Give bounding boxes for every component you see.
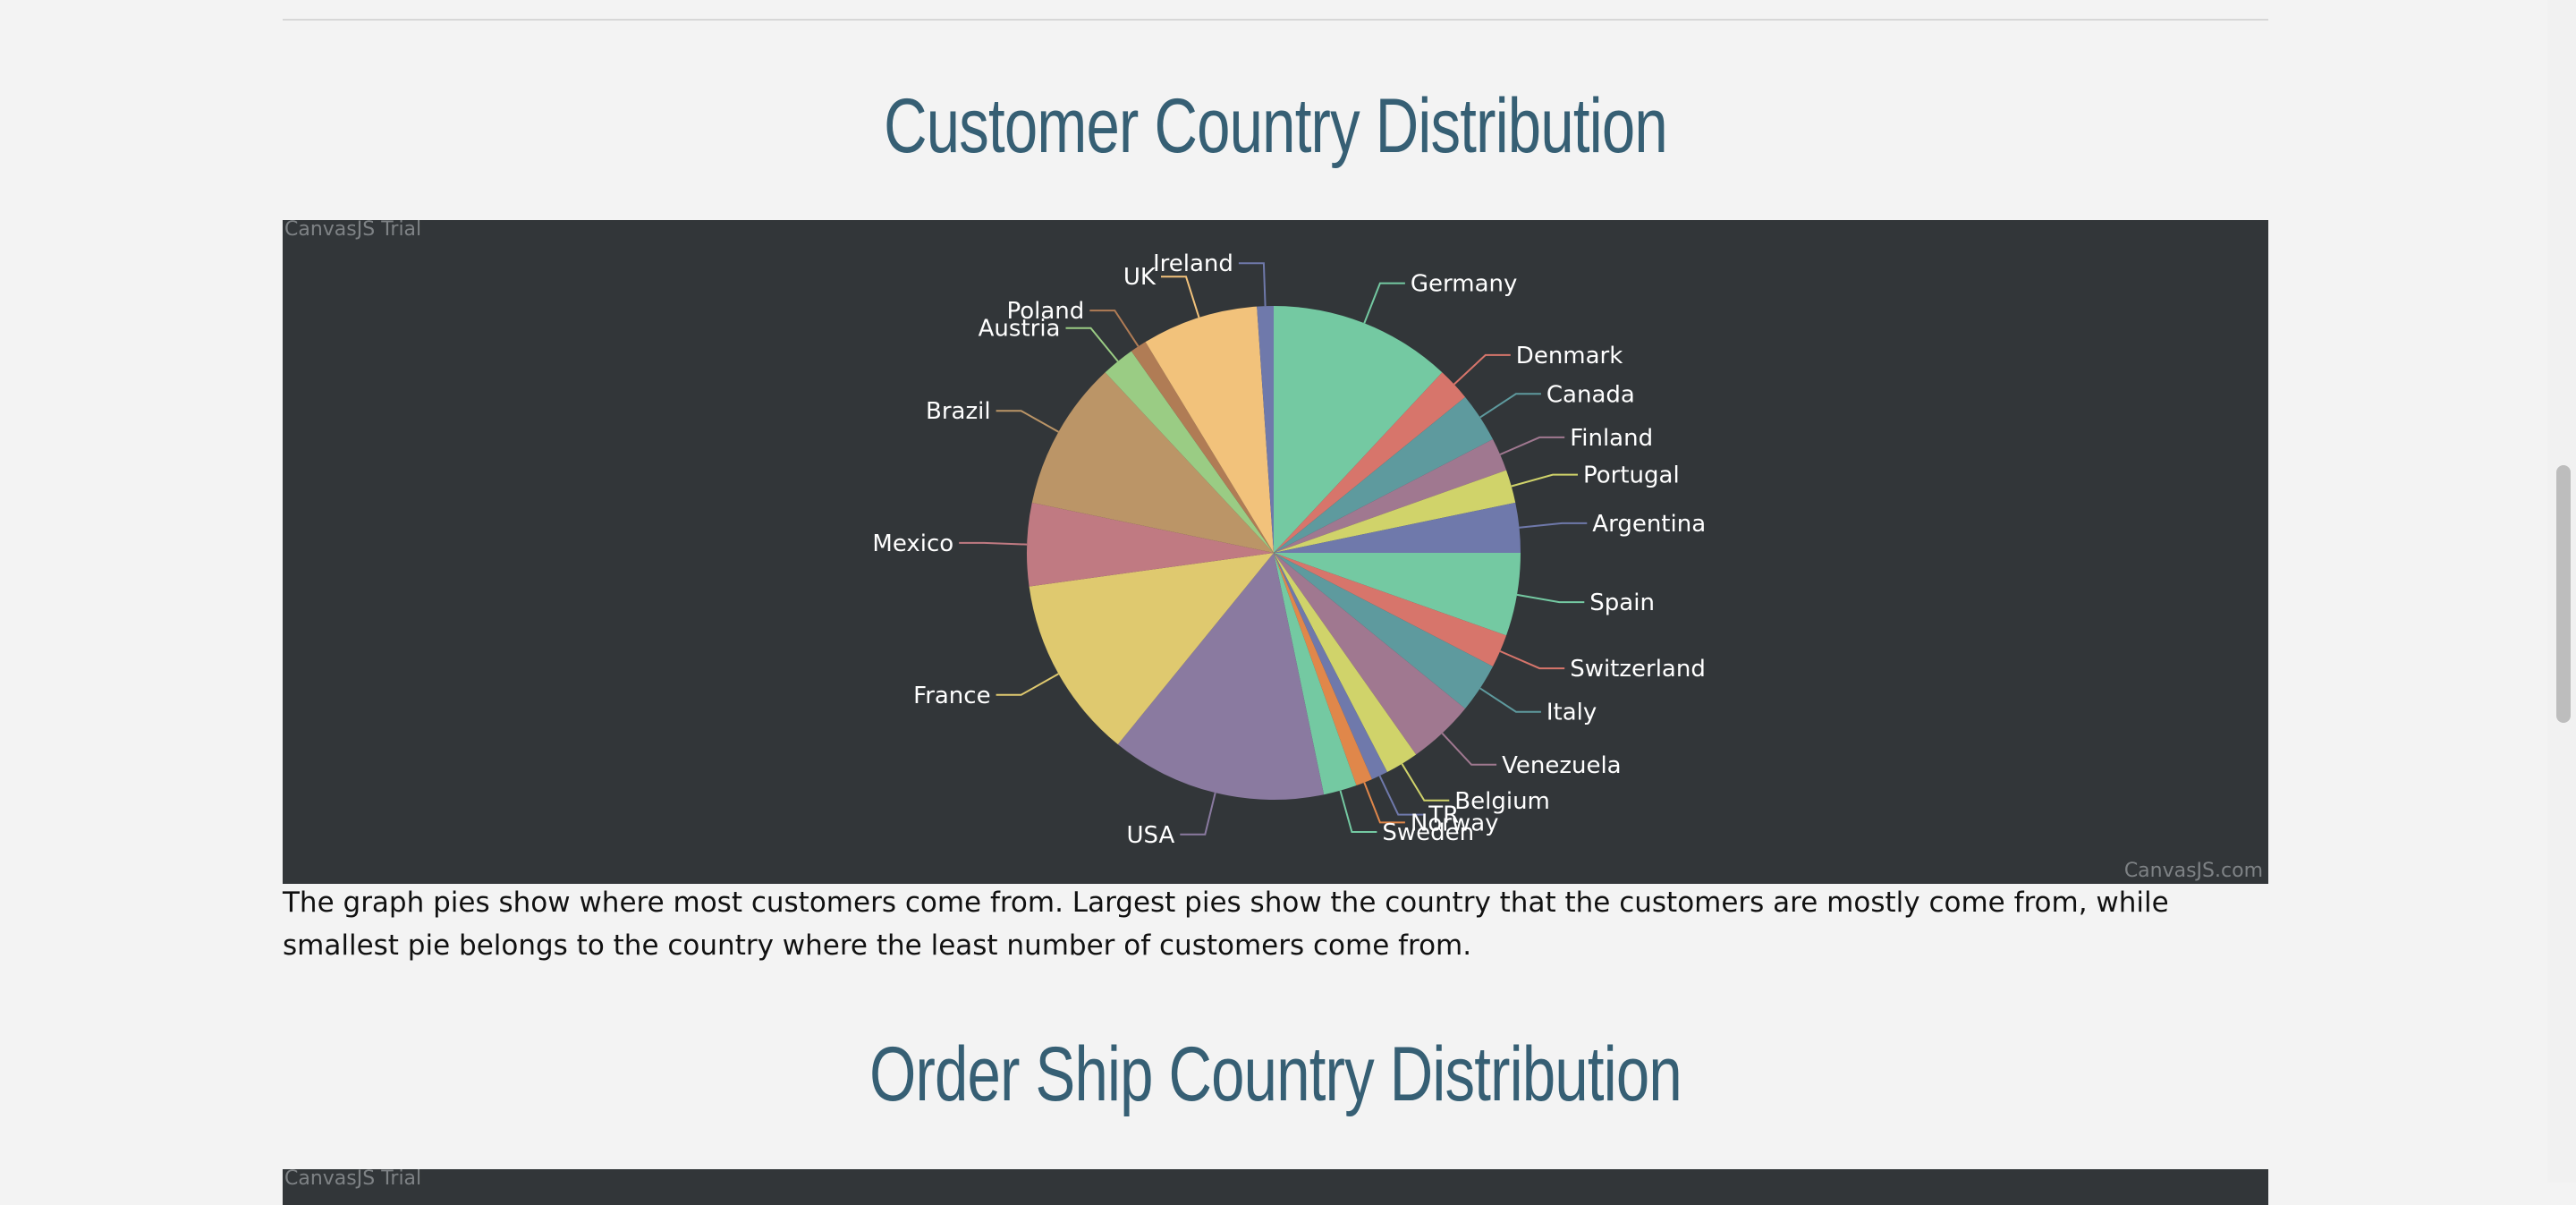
slice-label-sweden: Sweden <box>1382 819 1474 846</box>
leader-line-denmark <box>1453 353 1511 386</box>
pie-slice-ireland[interactable] <box>1257 306 1274 553</box>
leader-line-sweden <box>1339 790 1377 833</box>
slice-label-poland: Poland <box>1006 298 1084 325</box>
canvasjs-trial-watermark: CanvasJS Trial <box>284 218 422 241</box>
leader-line-mexico <box>959 541 1028 546</box>
slice-label-france: France <box>913 683 990 709</box>
pie-slice-venezuela[interactable] <box>1274 553 1466 755</box>
slice-label-italy: Italy <box>1546 700 1597 726</box>
pie-slice-tr[interactable] <box>1274 553 1387 780</box>
leader-line-brazil <box>996 410 1059 433</box>
slice-label-belgium: Belgium <box>1454 788 1550 815</box>
leader-line-canada <box>1479 393 1541 419</box>
pie-slice-norway[interactable] <box>1274 553 1372 786</box>
slice-label-argentina: Argentina <box>1592 511 1706 538</box>
leader-line-portugal <box>1511 473 1578 488</box>
slice-label-norway: Norway <box>1411 810 1499 836</box>
leader-line-italy <box>1479 687 1541 713</box>
page-scrollbar[interactable] <box>2547 0 2576 1183</box>
leader-line-belgium <box>1401 763 1450 802</box>
slice-label-austria: Austria <box>979 316 1061 343</box>
leader-line-finland <box>1499 436 1565 455</box>
pie-slice-germany[interactable] <box>1274 306 1443 553</box>
slice-label-germany: Germany <box>1411 271 1518 298</box>
slice-label-portugal: Portugal <box>1583 462 1680 489</box>
leader-line-austria <box>1065 327 1119 362</box>
order-ship-country-chart[interactable]: CanvasJS Trial <box>283 1167 2268 1205</box>
canvasjs-credit-link[interactable]: CanvasJS.com <box>2123 860 2263 882</box>
leader-line-switzerland <box>1499 650 1565 670</box>
slice-label-brazil: Brazil <box>926 398 991 425</box>
pie-slice-usa[interactable] <box>1117 553 1325 801</box>
pie-slice-italy[interactable] <box>1274 553 1494 709</box>
slice-label-canada: Canada <box>1546 381 1635 408</box>
slice-label-venezuela: Venezuela <box>1502 752 1622 779</box>
slice-label-spain: Spain <box>1589 590 1655 616</box>
pie-slice-argentina[interactable] <box>1274 502 1521 553</box>
slice-label-finland: Finland <box>1570 425 1653 452</box>
slice-label-usa: USA <box>1126 822 1174 849</box>
leader-line-spain <box>1516 593 1585 604</box>
chart-description: The graph pies show where most customers… <box>283 887 2169 962</box>
slice-label-ireland: Ireland <box>1153 250 1233 277</box>
pie-slice-austria[interactable] <box>1105 351 1274 553</box>
pie-slice-portugal[interactable] <box>1274 470 1516 553</box>
slice-label-denmark: Denmark <box>1516 343 1623 369</box>
order-ship-country-title: Order Ship Country Distribution <box>869 1031 1682 1117</box>
leader-line-poland <box>1089 310 1140 347</box>
pie-slice-canada[interactable] <box>1274 396 1494 553</box>
pie-slice-spain[interactable] <box>1274 553 1521 636</box>
leader-line-usa <box>1180 792 1216 836</box>
pie-slice-mexico[interactable] <box>1026 502 1274 587</box>
leader-line-norway <box>1363 782 1405 824</box>
pie-slice-belgium[interactable] <box>1274 553 1417 773</box>
pie-slice-switzerland[interactable] <box>1274 553 1507 666</box>
leader-line-tr <box>1378 775 1424 816</box>
pie-slice-uk[interactable] <box>1145 306 1274 553</box>
slice-label-tr: TR <box>1428 802 1459 829</box>
pie-slice-finland[interactable] <box>1274 439 1507 553</box>
leader-line-germany <box>1363 282 1405 324</box>
leader-line-argentina <box>1519 522 1588 529</box>
canvasjs-trial-watermark-2: CanvasJS Trial <box>284 1167 422 1190</box>
pie-slice-sweden[interactable] <box>1274 553 1357 795</box>
pie-chart-svg: Germany Denmark Canada Finland Portugal Argen… <box>872 250 1706 849</box>
leader-line-uk <box>1161 276 1200 318</box>
pie-slice-poland[interactable] <box>1131 342 1274 553</box>
slice-label-switzerland: Switzerland <box>1570 656 1706 683</box>
top-divider <box>283 19 2268 21</box>
pie-slice-france[interactable] <box>1029 553 1274 745</box>
slice-label-mexico: Mexico <box>872 530 953 557</box>
pie-slice-denmark[interactable] <box>1274 372 1466 553</box>
scrollbar-thumb[interactable] <box>2556 465 2571 723</box>
customer-country-pie-chart[interactable]: CanvasJS Trial Germany Denmark Canada Finla… <box>283 218 2268 884</box>
leader-line-ireland <box>1238 262 1267 307</box>
leader-line-venezuela <box>1441 733 1497 766</box>
customer-country-title: Customer Country Distribution <box>884 83 1668 169</box>
slice-label-uk: UK <box>1123 264 1157 291</box>
pie-slice-brazil[interactable] <box>1031 372 1274 553</box>
leader-line-france <box>996 673 1059 696</box>
